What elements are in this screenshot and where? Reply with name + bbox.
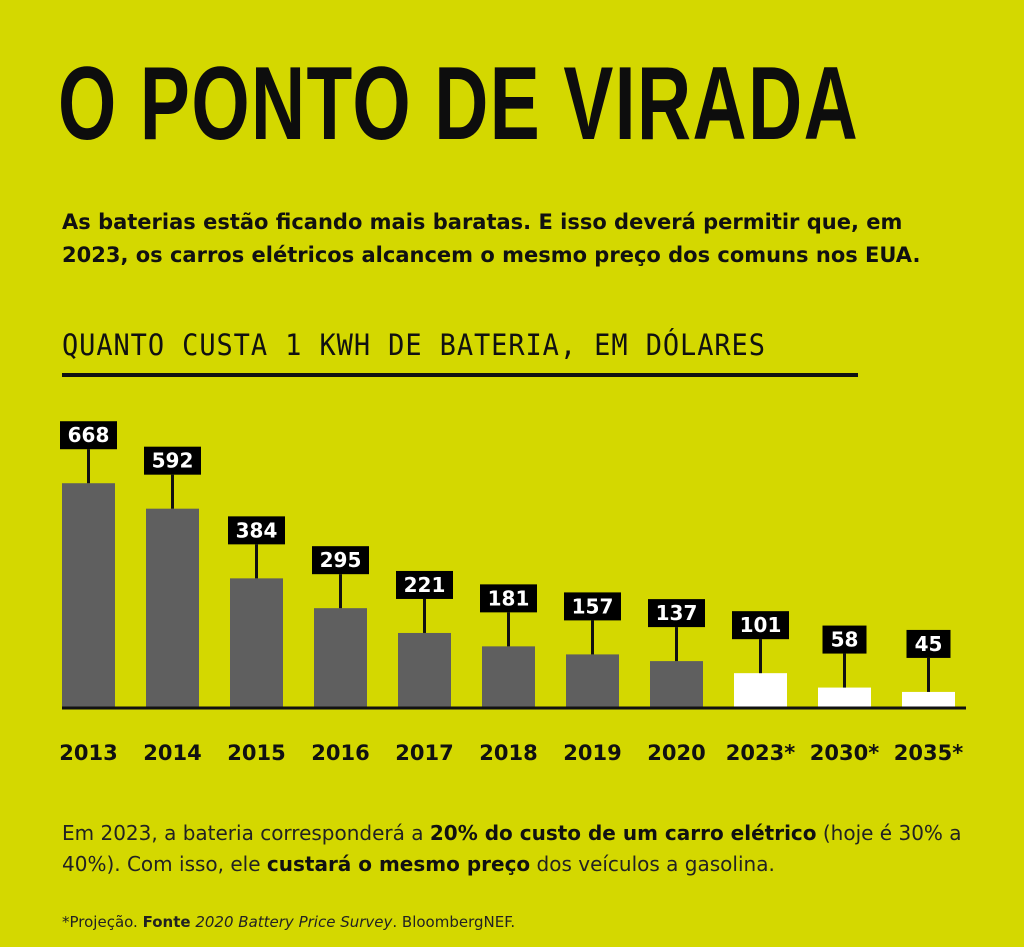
category-label-2018: 2018 bbox=[479, 741, 537, 765]
value-label-2035: 45 bbox=[915, 632, 943, 656]
note-bold-2: custará o mesmo preço bbox=[266, 852, 531, 876]
value-label-2020: 137 bbox=[656, 601, 698, 625]
note-part-2: (hoje é 30% a 40%). Com isso, ele bbox=[62, 821, 962, 876]
category-label-2020: 2020 bbox=[647, 741, 705, 765]
value-label-box-2023 bbox=[732, 611, 789, 640]
chart-title: QUANTO CUSTA 1 KWH DE BATERIA, EM DÓLARE… bbox=[62, 328, 766, 362]
category-label-2019: 2019 bbox=[563, 741, 621, 765]
value-label-2017: 221 bbox=[404, 573, 446, 597]
value-label-2016: 295 bbox=[320, 548, 362, 572]
category-label-2035: 2035* bbox=[894, 741, 963, 765]
value-label-2030: 58 bbox=[831, 628, 859, 652]
category-label-2015: 2015 bbox=[227, 741, 285, 765]
category-label-2014: 2014 bbox=[143, 741, 201, 765]
note-part-1: Em 2023, a bateria corresponderá a bbox=[62, 821, 430, 845]
subtitle-line-1: As baterias estão ficando mais baratas. … bbox=[62, 210, 903, 234]
category-label-2030: 2030* bbox=[810, 741, 879, 765]
value-label-box-2035 bbox=[906, 629, 951, 658]
bar-2023 bbox=[734, 673, 787, 707]
value-label-box-2019 bbox=[564, 592, 621, 621]
bar-2035 bbox=[902, 691, 955, 707]
bar-2015 bbox=[230, 578, 283, 707]
subtitle-line-2: 2023, os carros elétricos alcancem o mes… bbox=[62, 243, 921, 267]
source-title: 2020 Battery Price Survey bbox=[195, 913, 393, 931]
value-label-2014: 592 bbox=[152, 449, 194, 473]
chart-note: Em 2023, a bateria corresponderá a 20% d… bbox=[62, 818, 982, 880]
category-label-2017: 2017 bbox=[395, 741, 453, 765]
note-bold-1: 20% do custo de um carro elétrico bbox=[429, 821, 817, 845]
category-label-2016: 2016 bbox=[311, 741, 369, 765]
bar-2018 bbox=[482, 646, 535, 707]
note-part-3: dos veículos a gasolina. bbox=[530, 852, 775, 876]
source-suffix: . BloombergNEF. bbox=[392, 913, 516, 931]
bar-2017 bbox=[398, 632, 451, 707]
source-prefix: *Projeção. bbox=[62, 913, 143, 931]
chart-title-rule bbox=[62, 373, 858, 377]
bar-2020 bbox=[650, 661, 703, 707]
value-label-2013: 668 bbox=[68, 423, 110, 447]
value-label-2015: 384 bbox=[236, 518, 278, 542]
value-label-2018: 181 bbox=[488, 586, 530, 610]
bar-2016 bbox=[314, 608, 367, 707]
bar-2013 bbox=[62, 483, 115, 707]
value-label-2019: 157 bbox=[572, 594, 614, 618]
value-label-box-2017 bbox=[396, 570, 453, 599]
category-label-2023: 2023* bbox=[726, 741, 795, 765]
value-label-box-2016 bbox=[312, 546, 369, 575]
category-label-2013: 2013 bbox=[59, 741, 117, 765]
bar-2019 bbox=[566, 654, 619, 707]
value-label-2023: 101 bbox=[740, 613, 782, 637]
value-label-box-2018 bbox=[480, 584, 537, 613]
source-label: Fonte bbox=[142, 913, 191, 931]
value-label-box-2013 bbox=[60, 421, 117, 450]
page-subtitle: As baterias estão ficando mais baratas. … bbox=[62, 206, 962, 272]
value-label-box-2030 bbox=[822, 625, 867, 654]
battery-cost-bar-chart: 668 2013 592 2014 384 2015 295 2016 221 2017 181 20… bbox=[59, 421, 966, 765]
page-title: O PONTO DE VIRADA bbox=[58, 46, 860, 162]
value-label-box-2014 bbox=[144, 446, 201, 475]
bar-2014 bbox=[146, 508, 199, 707]
bar-2030 bbox=[818, 687, 871, 707]
value-label-box-2015 bbox=[228, 516, 285, 545]
value-label-box-2020 bbox=[648, 599, 705, 628]
source-line: *Projeção. Fonte 2020 Battery Price Surv… bbox=[62, 913, 515, 931]
